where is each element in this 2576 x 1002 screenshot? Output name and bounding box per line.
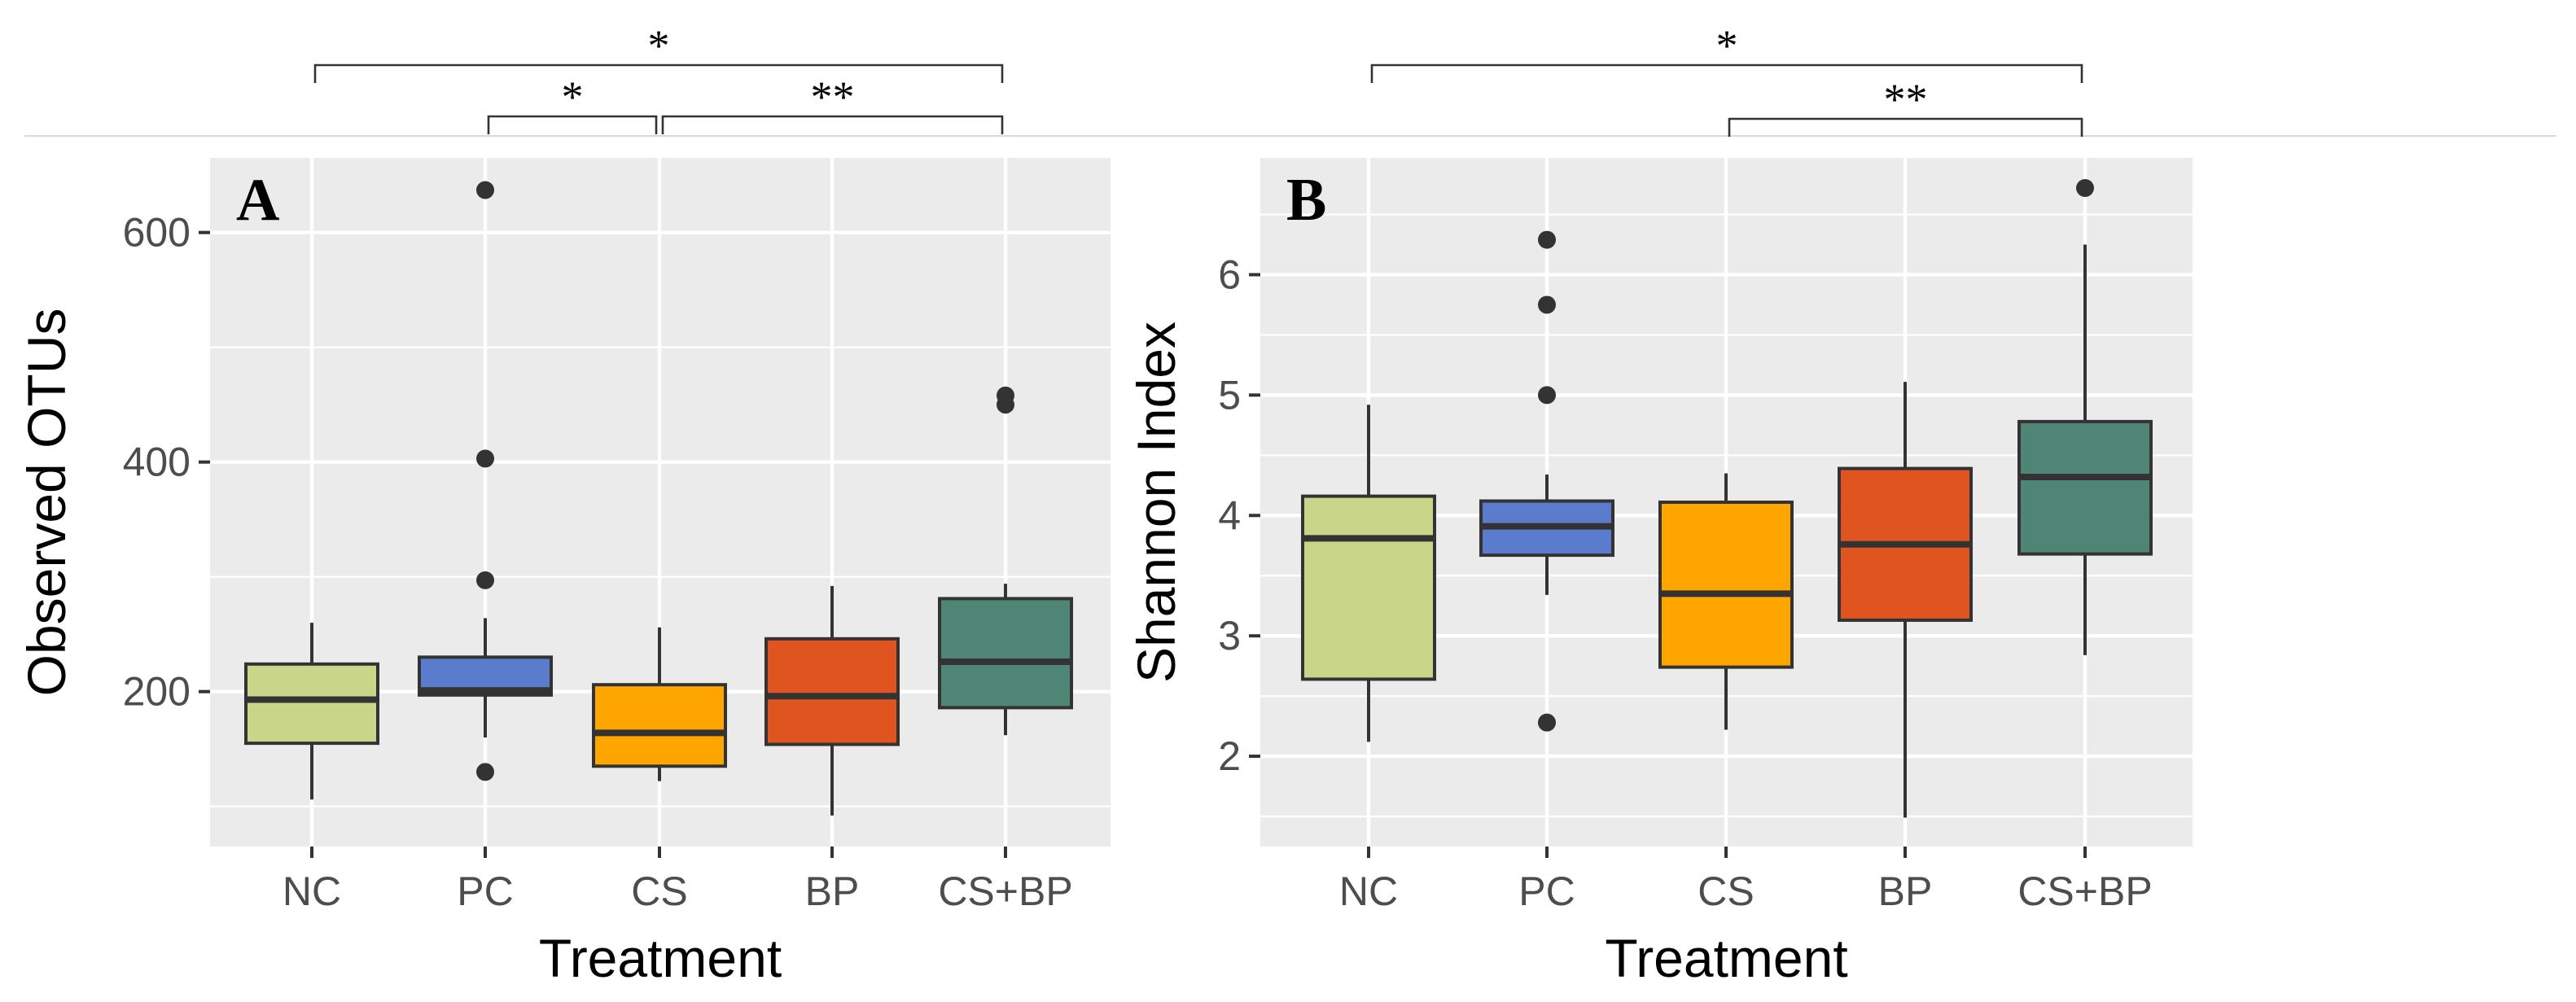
panel-b-significance-brackets: *** <box>1370 21 2083 137</box>
y-tick-label: 200 <box>123 669 191 715</box>
box-group-cs-plus-bp <box>938 386 1073 736</box>
box-cs <box>592 683 727 768</box>
box-group-nc <box>1301 405 1436 742</box>
box-nc <box>1301 494 1436 681</box>
y-tick-label: 4 <box>1218 492 1241 538</box>
x-tick-label-bp: BP <box>805 869 860 914</box>
significance-label: ** <box>811 72 855 121</box>
panel-b-y-axis-title: Shannon Index <box>1126 322 1186 683</box>
box-group-cs <box>592 627 727 781</box>
outlier-point-pc <box>1538 295 1556 314</box>
y-tick-label: 3 <box>1218 613 1241 659</box>
panel-b-axes: 2 3 4 5 6 NC PC CS BP CS+BP <box>1218 252 2152 914</box>
box-nc <box>244 662 379 746</box>
significance-label: * <box>562 72 584 121</box>
box-cs-plus-bp <box>938 597 1073 710</box>
x-tick-label-cs-plus-bp: CS+BP <box>2017 869 2152 914</box>
y-tick-label: 2 <box>1218 733 1241 779</box>
y-tick-label: 5 <box>1218 372 1241 418</box>
outlier-point-pc <box>476 181 494 199</box>
panel-a-boxes <box>244 181 1073 816</box>
x-tick-label-pc: PC <box>1518 869 1575 914</box>
outlier-point-pc <box>476 571 494 589</box>
bracket-line <box>661 115 1004 134</box>
box-cs-plus-bp <box>2017 419 2153 556</box>
box-group-pc <box>418 181 553 781</box>
significance-label: * <box>1716 21 1738 70</box>
bracket-line <box>1728 117 2083 137</box>
y-tick-label: 600 <box>123 210 191 256</box>
outlier-point-pc <box>1538 713 1556 732</box>
box-group-bp <box>764 585 900 816</box>
panel-a-x-axis-title: Treatment <box>539 928 782 988</box>
significance-bracket-nc-cs-plus-bp: * <box>1370 21 2083 83</box>
box-group-cs <box>1658 473 1794 730</box>
significance-label: ** <box>1884 75 1928 124</box>
x-tick-label-bp: BP <box>1878 869 1933 914</box>
outlier-point-pc <box>476 449 494 468</box>
outlier-point-cs-plus-bp <box>2076 178 2094 197</box>
panel-a-y-axis-title: Observed OTUs <box>16 308 77 697</box>
bracket-line <box>487 115 658 134</box>
outlier-point-cs-plus-bp <box>997 386 1014 405</box>
panel-b-x-axis-title: Treatment <box>1605 928 1847 988</box>
box-group-pc <box>1479 230 1614 732</box>
panel-b-boxes <box>1301 178 2153 818</box>
panel-a-axes: 200 400 600 NC PC CS BP CS+BP <box>123 210 1073 914</box>
box-group-cs-plus-bp <box>2017 178 2153 655</box>
y-tick-label: 400 <box>123 440 191 485</box>
x-tick-label-nc: NC <box>283 869 341 914</box>
x-tick-label-nc: NC <box>1339 869 1398 914</box>
outlier-point-pc <box>1538 230 1556 249</box>
box-bp <box>764 637 900 746</box>
panel-b-label: B <box>1286 167 1326 234</box>
outlier-point-pc <box>1538 386 1556 405</box>
outlier-point-pc <box>476 763 494 781</box>
significance-label: * <box>648 21 670 70</box>
box-cs <box>1658 501 1794 669</box>
box-group-bp <box>1838 382 1973 818</box>
x-tick-label-cs: CS <box>1698 869 1754 914</box>
box-group-nc <box>244 623 379 800</box>
x-tick-label-cs-plus-bp: CS+BP <box>938 869 1072 914</box>
panel-a-significance-brackets: ** ** <box>313 21 1004 134</box>
bracket-line <box>1370 63 2083 83</box>
y-tick-label: 6 <box>1218 252 1241 297</box>
significance-bracket-cs-cs-plus-bp: ** <box>1728 75 2083 137</box>
x-tick-label-cs: CS <box>631 869 687 914</box>
significance-bracket-nc-cs-plus-bp: * <box>313 21 1004 83</box>
significance-bracket-pc-cs: * <box>487 72 658 134</box>
panel-a-label: A <box>236 167 279 234</box>
x-tick-label-pc: PC <box>457 869 513 914</box>
significance-bracket-cs-cs-plus-bp: ** <box>661 72 1004 134</box>
bracket-line <box>313 63 1004 83</box>
